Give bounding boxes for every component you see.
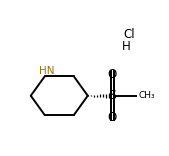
Text: Cl: Cl [124, 28, 135, 41]
Text: HN: HN [39, 66, 55, 76]
Text: CH₃: CH₃ [139, 91, 155, 100]
Text: O: O [108, 68, 117, 81]
Text: S: S [108, 89, 116, 102]
Text: O: O [108, 111, 117, 124]
Text: H: H [122, 40, 131, 53]
